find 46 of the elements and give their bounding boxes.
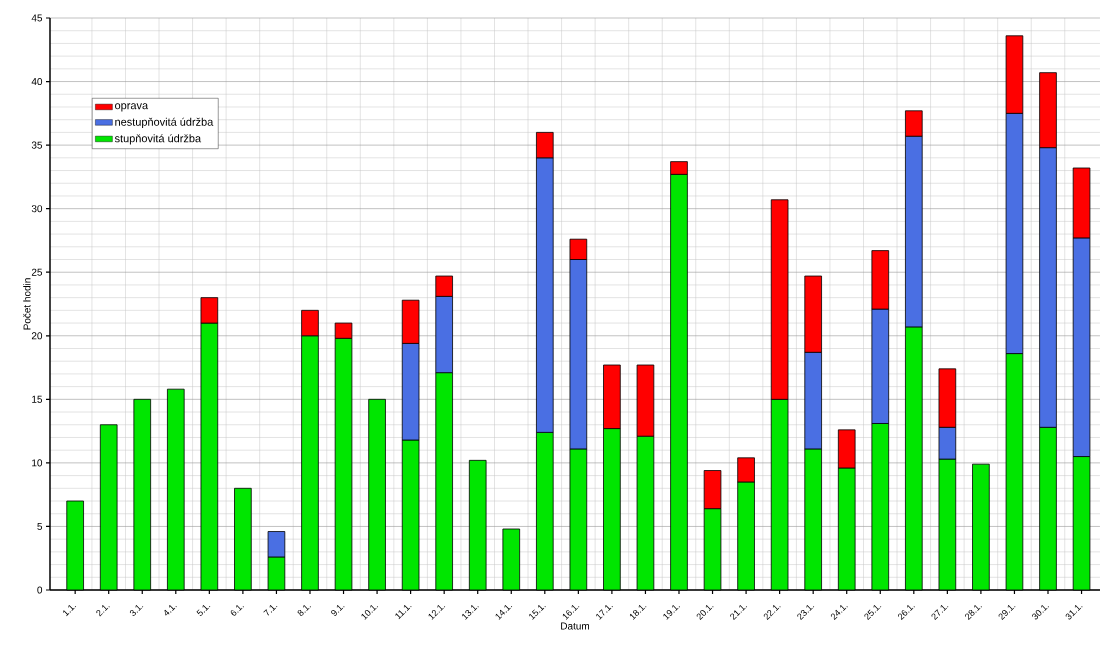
x-tick-label: 8.1.: [297, 605, 312, 616]
x-tick-label: 23.1.: [797, 605, 815, 621]
x-tick-label: 24.1.: [830, 605, 848, 621]
x-tick-label: 25.1.: [864, 605, 882, 621]
y-tick-label: 20: [31, 332, 43, 340]
x-tick-label: 9.1.: [331, 605, 345, 616]
y-axis-title: Počet hodin: [23, 278, 31, 330]
legend-label: stupňovitá údržba: [114, 134, 202, 145]
x-tick-label: 31.1.: [1065, 605, 1083, 620]
y-tick-label: 30: [31, 205, 43, 213]
x-tick-label: 7.1.: [263, 604, 278, 616]
y-tick-label: 0: [37, 586, 43, 594]
x-tick-label: 15.1.: [529, 604, 546, 620]
x-tick-label: 19.1.: [663, 605, 681, 620]
x-tick-label: 29.1.: [998, 605, 1016, 621]
y-tick-label: 5: [37, 522, 43, 530]
x-tick-label: 11.1.: [395, 604, 412, 620]
y-tick-label: 35: [31, 141, 43, 149]
x-tick-label: 16.1.: [562, 605, 580, 620]
x-tick-label: 26.1.: [897, 605, 915, 621]
x-tick-label: 21.1.: [730, 605, 748, 621]
x-tick-label: 27.1.: [931, 605, 949, 621]
y-tick-label: 25: [31, 268, 43, 276]
legend-label: nestupňovitá údržba: [115, 117, 214, 128]
x-axis-title: Datum: [561, 622, 590, 630]
x-tick-label: 14.1.: [495, 604, 513, 620]
y-tick-label: 10: [32, 459, 43, 467]
x-tick-label: 13.1.: [462, 605, 479, 620]
x-tick-label: 10.1.: [361, 605, 379, 620]
x-tick-label: 3.1.: [129, 605, 144, 616]
x-tick-label: 17.1.: [596, 604, 613, 620]
x-tick-label: 30.1.: [1032, 605, 1050, 620]
legend-label: oprava: [115, 103, 149, 112]
x-tick-label: 18.1.: [629, 605, 647, 620]
x-tick-label: 28.1.: [965, 605, 982, 621]
y-tick-label: 15: [32, 395, 43, 403]
x-tick-label: 22.1.: [763, 605, 781, 621]
x-tick-label: 20.1.: [696, 605, 714, 621]
x-tick-label: 4.1.: [164, 604, 177, 616]
x-tick-label: 12.1.: [428, 605, 446, 620]
x-tick-label: 5.1.: [196, 604, 211, 616]
y-tick-label: 40: [31, 78, 43, 86]
x-tick-label: 6.1.: [230, 605, 244, 616]
x-tick-label: 1.1.: [63, 604, 77, 617]
y-tick-label: 45: [31, 14, 43, 22]
x-tick-label: 2.1.: [96, 605, 110, 617]
